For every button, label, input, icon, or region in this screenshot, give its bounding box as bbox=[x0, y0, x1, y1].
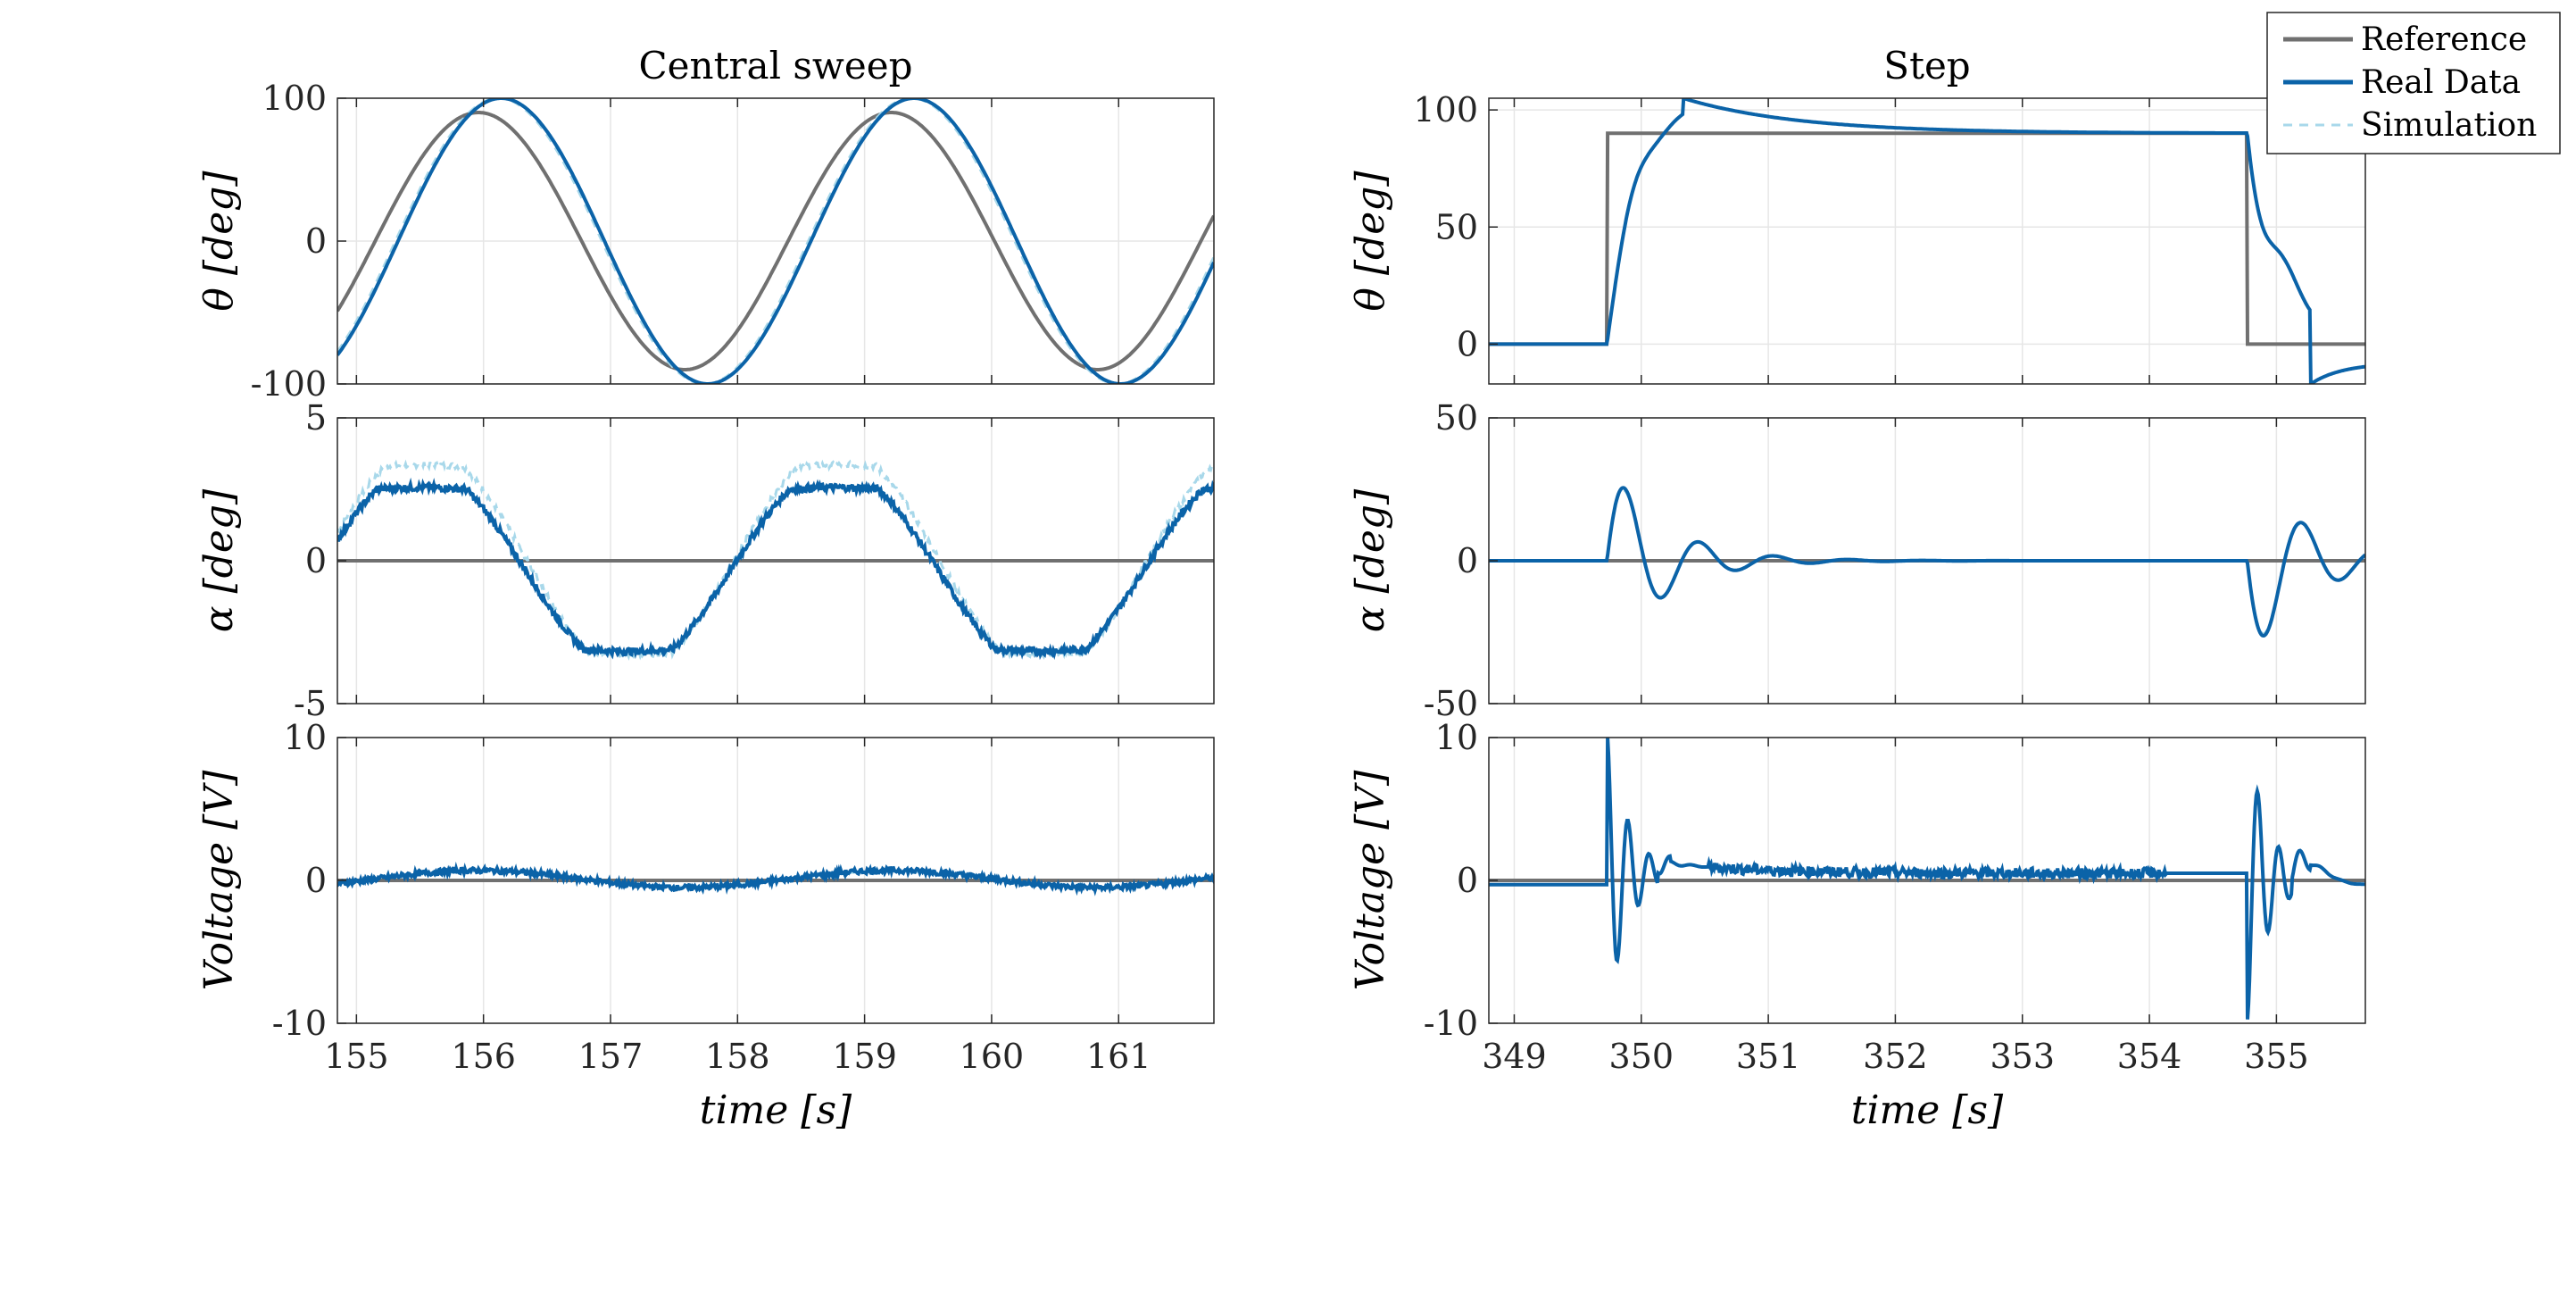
y-tick-label: 0 bbox=[1457, 324, 1478, 363]
x-tick-label: 355 bbox=[2244, 1037, 2309, 1076]
y-tick-label: 10 bbox=[284, 718, 327, 757]
series-reference bbox=[337, 111, 1214, 371]
x-tick-label: 161 bbox=[1086, 1037, 1151, 1076]
x-tick-label: 159 bbox=[832, 1037, 897, 1076]
panel-5: -50 0 50 α [deg] bbox=[1348, 398, 2366, 723]
series-real-data bbox=[1489, 486, 2365, 638]
series-reference bbox=[1489, 131, 2365, 346]
series-real-data bbox=[1489, 98, 2365, 384]
legend-label-reference: Reference bbox=[2361, 21, 2527, 58]
x-tick-label: 352 bbox=[1863, 1037, 1928, 1076]
series-simulation bbox=[1489, 98, 2365, 384]
y-axis-label: Voltage [V] bbox=[1348, 770, 1393, 990]
panel-title: Central sweep bbox=[639, 44, 913, 88]
series-simulation bbox=[337, 458, 1214, 662]
panel-6: 349 350 351 352 353 354 355 -10 0 10 Voltage [V] ti… bbox=[1348, 718, 2366, 1133]
y-tick-label: -10 bbox=[1424, 1004, 1478, 1043]
x-tick-label: 155 bbox=[324, 1037, 389, 1076]
y-tick-label: -50 bbox=[1424, 684, 1478, 723]
y-axis-label: θ [deg] bbox=[196, 171, 242, 312]
x-tick-label: 158 bbox=[705, 1037, 770, 1076]
panel-4: 0 50 100 θ [deg] Step bbox=[1348, 44, 2366, 385]
y-axis-label: α [deg] bbox=[1348, 488, 1393, 632]
y-tick-label: 0 bbox=[1457, 861, 1478, 900]
panel-3: 155 156 157 158 159 160 161 -10 0 10 Voltage [V] ti… bbox=[196, 718, 1215, 1133]
y-tick-label: 0 bbox=[305, 221, 327, 261]
y-tick-label: 50 bbox=[1435, 398, 1478, 438]
y-tick-label: 5 bbox=[305, 398, 327, 438]
y-tick-label: 10 bbox=[1435, 718, 1478, 757]
y-tick-label: 100 bbox=[1413, 90, 1478, 129]
y-tick-label: -10 bbox=[272, 1004, 327, 1043]
x-tick-label: 349 bbox=[1482, 1037, 1547, 1076]
legend: Reference Real Data Simulation bbox=[2266, 12, 2561, 154]
y-axis-label: θ [deg] bbox=[1348, 171, 1393, 312]
x-tick-label: 350 bbox=[1609, 1037, 1674, 1076]
legend-label-simulation: Simulation bbox=[2361, 107, 2537, 144]
x-tick-label: 156 bbox=[451, 1037, 516, 1076]
y-tick-label: 0 bbox=[1457, 541, 1478, 580]
series-real-data bbox=[337, 477, 1214, 661]
panel-title: Step bbox=[1883, 44, 1970, 88]
x-tick-label: 160 bbox=[960, 1037, 1025, 1076]
panel-2: -5 0 5 α [deg] bbox=[196, 398, 1215, 723]
axes-box bbox=[1488, 97, 2366, 385]
x-tick-label: 157 bbox=[578, 1037, 644, 1076]
y-tick-label: 100 bbox=[262, 79, 327, 118]
y-tick-label: -100 bbox=[251, 364, 327, 404]
y-tick-label: 0 bbox=[305, 541, 327, 580]
y-tick-label: 0 bbox=[305, 861, 327, 900]
x-tick-label: 353 bbox=[1990, 1037, 2055, 1076]
y-axis-label: Voltage [V] bbox=[196, 770, 242, 990]
panel-1: -100 0 100 θ [deg] Central sweep bbox=[196, 44, 1215, 404]
y-axis-label: α [deg] bbox=[196, 488, 242, 632]
legend-label-real: Real Data bbox=[2361, 64, 2521, 101]
x-tick-label: 354 bbox=[2117, 1037, 2182, 1076]
y-tick-label: 50 bbox=[1435, 207, 1478, 246]
x-axis-label: time [s] bbox=[700, 1088, 852, 1133]
x-axis-label: time [s] bbox=[1851, 1088, 2004, 1133]
y-tick-label: -5 bbox=[294, 684, 327, 723]
series-real-data bbox=[1489, 738, 2365, 1020]
series-real-data bbox=[337, 861, 1214, 896]
x-tick-label: 351 bbox=[1736, 1037, 1801, 1076]
